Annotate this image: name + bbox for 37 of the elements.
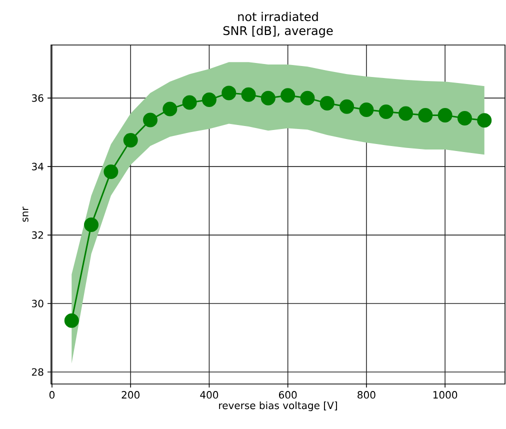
- point: [300, 90, 315, 106]
- point: [162, 102, 178, 116]
- point: [123, 132, 138, 148]
- point: [359, 102, 374, 117]
- x-axis-title: reverse bias voltage [V]: [219, 401, 337, 412]
- point: [477, 113, 492, 128]
- y-tick-label: 30: [32, 300, 44, 308]
- point: [182, 95, 197, 110]
- point: [222, 86, 236, 100]
- point: [457, 111, 472, 126]
- y-tick-label: 28: [32, 368, 44, 376]
- point: [143, 112, 158, 128]
- point: [260, 90, 276, 106]
- x-tick-label: 200: [122, 391, 140, 399]
- x-tick-label: 0: [49, 391, 55, 399]
- point: [378, 104, 394, 120]
- x-tick-label: 600: [278, 391, 297, 399]
- point: [320, 96, 334, 110]
- point: [202, 92, 216, 108]
- point: [438, 108, 452, 122]
- point: [84, 218, 99, 232]
- chart-title: not irradiated: [238, 12, 318, 22]
- x-tick-label: 800: [358, 391, 376, 399]
- x-tick-label: 400: [200, 391, 218, 399]
- point: [418, 108, 433, 122]
- y-tick-label: 34: [32, 162, 44, 170]
- y-tick-label: 36: [32, 94, 44, 102]
- y-axis-title: snr: [22, 206, 28, 222]
- point: [280, 88, 296, 103]
- point: [241, 87, 256, 102]
- point: [398, 106, 414, 121]
- chart-subtitle: SNR [dB], average: [223, 26, 333, 38]
- point: [340, 99, 354, 114]
- x-tick-label: 1000: [433, 391, 458, 399]
- y-tick-label: 32: [32, 231, 43, 239]
- point: [104, 164, 118, 179]
- point: [64, 313, 79, 328]
